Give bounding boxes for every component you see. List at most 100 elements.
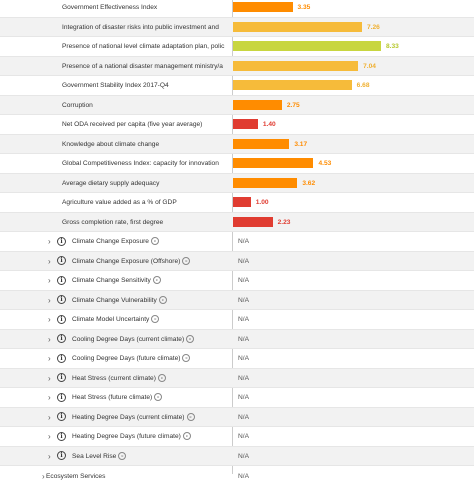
expandable-indicator-row[interactable]: › i Climate Model Uncertainty c N/A bbox=[0, 310, 474, 330]
value-label: 3.35 bbox=[297, 4, 311, 11]
indicator-row: Government Effectiveness Index 3.35 bbox=[0, 0, 474, 18]
indicator-name: Climate Change Sensitivity bbox=[72, 277, 151, 284]
chevron-right-icon[interactable]: › bbox=[42, 472, 45, 481]
expandable-indicator-row[interactable]: › i Heating Degree Days (current climate) c… bbox=[0, 407, 474, 428]
creative-commons-icon: c bbox=[186, 334, 195, 343]
info-icon[interactable]: i bbox=[57, 353, 66, 363]
indicator-label: Government Effectiveness Index bbox=[62, 4, 158, 11]
value-label: 3.17 bbox=[294, 140, 308, 148]
expandable-indicator-row[interactable]: › i Sea Level Rise c N/A bbox=[0, 446, 474, 466]
info-icon[interactable]: i bbox=[57, 451, 66, 460]
expandable-indicator-row[interactable]: › i Climate Change Sensitivity c N/A bbox=[0, 271, 474, 291]
indicator-label: Global Competitiveness Index: capacity f… bbox=[62, 160, 219, 167]
chevron-right-icon[interactable]: › bbox=[48, 237, 51, 246]
expandable-indicator-row[interactable]: › i Climate Change Exposure c N/A bbox=[0, 232, 474, 252]
chevron-right-icon[interactable]: › bbox=[48, 393, 51, 402]
indicator-name: Climate Change Exposure bbox=[72, 238, 149, 245]
expandable-indicator-row[interactable]: › i Cooling Degree Days (future climate) c N… bbox=[0, 349, 474, 369]
info-icon[interactable]: i bbox=[57, 295, 66, 304]
expandable-indicator-row[interactable]: › i Cooling Degree Days (current climate) c… bbox=[0, 329, 474, 350]
indicator-label: Climate Change Exposure c bbox=[72, 232, 237, 252]
indicator-label: Cooling Degree Days (current climate) c bbox=[72, 330, 237, 350]
bar bbox=[233, 60, 359, 71]
info-icon[interactable]: i bbox=[57, 412, 66, 421]
na-value: N/A bbox=[238, 433, 249, 440]
chevron-right-icon[interactable]: › bbox=[48, 256, 51, 266]
indicator-name: Sea Level Rise bbox=[72, 452, 117, 460]
chevron-right-icon[interactable]: › bbox=[48, 295, 51, 305]
creative-commons-icon: c bbox=[154, 393, 163, 402]
indicator-row: Global Competitiveness Index: capacity f… bbox=[0, 154, 474, 174]
chevron-right-icon[interactable]: › bbox=[48, 334, 51, 344]
bar bbox=[233, 99, 282, 110]
indicator-label: Climate Model Uncertainty c bbox=[72, 310, 237, 330]
info-icon[interactable]: i bbox=[57, 275, 66, 285]
creative-commons-icon: c bbox=[152, 276, 161, 285]
bar bbox=[233, 158, 314, 168]
info-icon[interactable]: i bbox=[57, 392, 66, 402]
value-label: 2.23 bbox=[277, 218, 291, 226]
chevron-right-icon[interactable]: › bbox=[48, 276, 51, 285]
expandable-indicator-row[interactable]: › i Climate Change Exposure (Offshore) c N/A bbox=[0, 251, 474, 271]
indicator-label: Climate Change Sensitivity c bbox=[72, 271, 237, 291]
value-label: 7.04 bbox=[363, 62, 376, 70]
value-label: 4.53 bbox=[318, 160, 332, 167]
value-label: 1.40 bbox=[262, 121, 276, 128]
indicator-name: Heating Degree Days (current climate) bbox=[72, 413, 185, 421]
chevron-right-icon[interactable]: › bbox=[48, 373, 51, 383]
indicator-label: Heat Stress (future climate) c bbox=[72, 388, 237, 408]
indicator-label: Cooling Degree Days (future climate) c bbox=[72, 349, 237, 369]
na-value: N/A bbox=[238, 394, 249, 401]
info-icon[interactable]: i bbox=[57, 236, 66, 246]
info-icon[interactable]: i bbox=[57, 431, 66, 441]
chevron-right-icon[interactable]: › bbox=[48, 315, 51, 324]
expandable-indicator-row[interactable]: › i Climate Change Vulnerability c N/A bbox=[0, 290, 474, 310]
na-value: N/A bbox=[238, 335, 249, 343]
indicator-label: Corruption bbox=[62, 101, 93, 109]
indicator-row: Presence of a national disaster manageme… bbox=[0, 56, 474, 76]
chevron-right-icon[interactable]: › bbox=[48, 354, 51, 363]
expandable-indicator-row[interactable]: › i Heating Degree Days (future climate) c N… bbox=[0, 427, 474, 447]
chevron-right-icon[interactable]: › bbox=[48, 432, 51, 441]
info-icon[interactable]: i bbox=[57, 334, 66, 343]
indicator-row: Gross completion rate, first degree 2.23 bbox=[0, 212, 474, 232]
creative-commons-icon: c bbox=[182, 432, 191, 441]
creative-commons-icon: c bbox=[182, 354, 191, 363]
expandable-indicator-row[interactable]: › i Heat Stress (future climate) c N/A bbox=[0, 388, 474, 408]
creative-commons-icon: c bbox=[182, 256, 191, 265]
bar bbox=[233, 177, 298, 188]
indicator-label: Government Stability Index 2017-Q4 bbox=[62, 82, 169, 89]
value-label: 7.26 bbox=[366, 23, 380, 31]
indicator-row: Average dietary supply adequacy 3.62 bbox=[0, 173, 474, 193]
creative-commons-icon: c bbox=[150, 237, 159, 246]
indicator-label: Heat Stress (current climate) c bbox=[72, 369, 237, 389]
indicator-name: Climate Model Uncertainty bbox=[72, 316, 150, 323]
chevron-right-icon[interactable]: › bbox=[48, 451, 51, 461]
info-icon[interactable]: i bbox=[57, 256, 66, 265]
chevron-right-icon[interactable]: › bbox=[48, 412, 51, 422]
bar bbox=[233, 216, 273, 227]
indicator-name: Heat Stress (current climate) bbox=[72, 374, 156, 382]
value-label: 8.33 bbox=[386, 43, 399, 50]
axis-line bbox=[232, 0, 233, 474]
indicator-row: Integration of disaster risks into publi… bbox=[0, 17, 474, 37]
indicator-label: Agriculture value added as a % of GDP bbox=[62, 199, 177, 206]
indicator-label: Heating Degree Days (current climate) c bbox=[72, 408, 237, 428]
creative-commons-icon: c bbox=[186, 412, 195, 421]
na-value: N/A bbox=[238, 452, 249, 460]
expandable-indicator-row[interactable]: › i Heat Stress (current climate) c N/A bbox=[0, 368, 474, 389]
section-label: Ecosystem Services bbox=[46, 473, 106, 480]
indicator-name: Climate Change Exposure (Offshore) bbox=[72, 257, 181, 265]
section-row-ecosystem-services[interactable]: › Ecosystem Services N/A bbox=[0, 467, 474, 487]
indicator-label: Average dietary supply adequacy bbox=[62, 179, 160, 187]
value-label: 6.68 bbox=[356, 82, 370, 89]
na-value: N/A bbox=[238, 238, 249, 245]
indicator-label: Knowledge about climate change bbox=[62, 140, 160, 148]
indicator-row: Presence of national level climate adapt… bbox=[0, 37, 474, 57]
indicator-label: Presence of a national disaster manageme… bbox=[62, 62, 223, 70]
info-icon[interactable]: i bbox=[57, 314, 66, 324]
bar bbox=[233, 2, 293, 12]
indicator-row: Knowledge about climate change 3.17 bbox=[0, 134, 474, 154]
info-icon[interactable]: i bbox=[57, 373, 66, 382]
